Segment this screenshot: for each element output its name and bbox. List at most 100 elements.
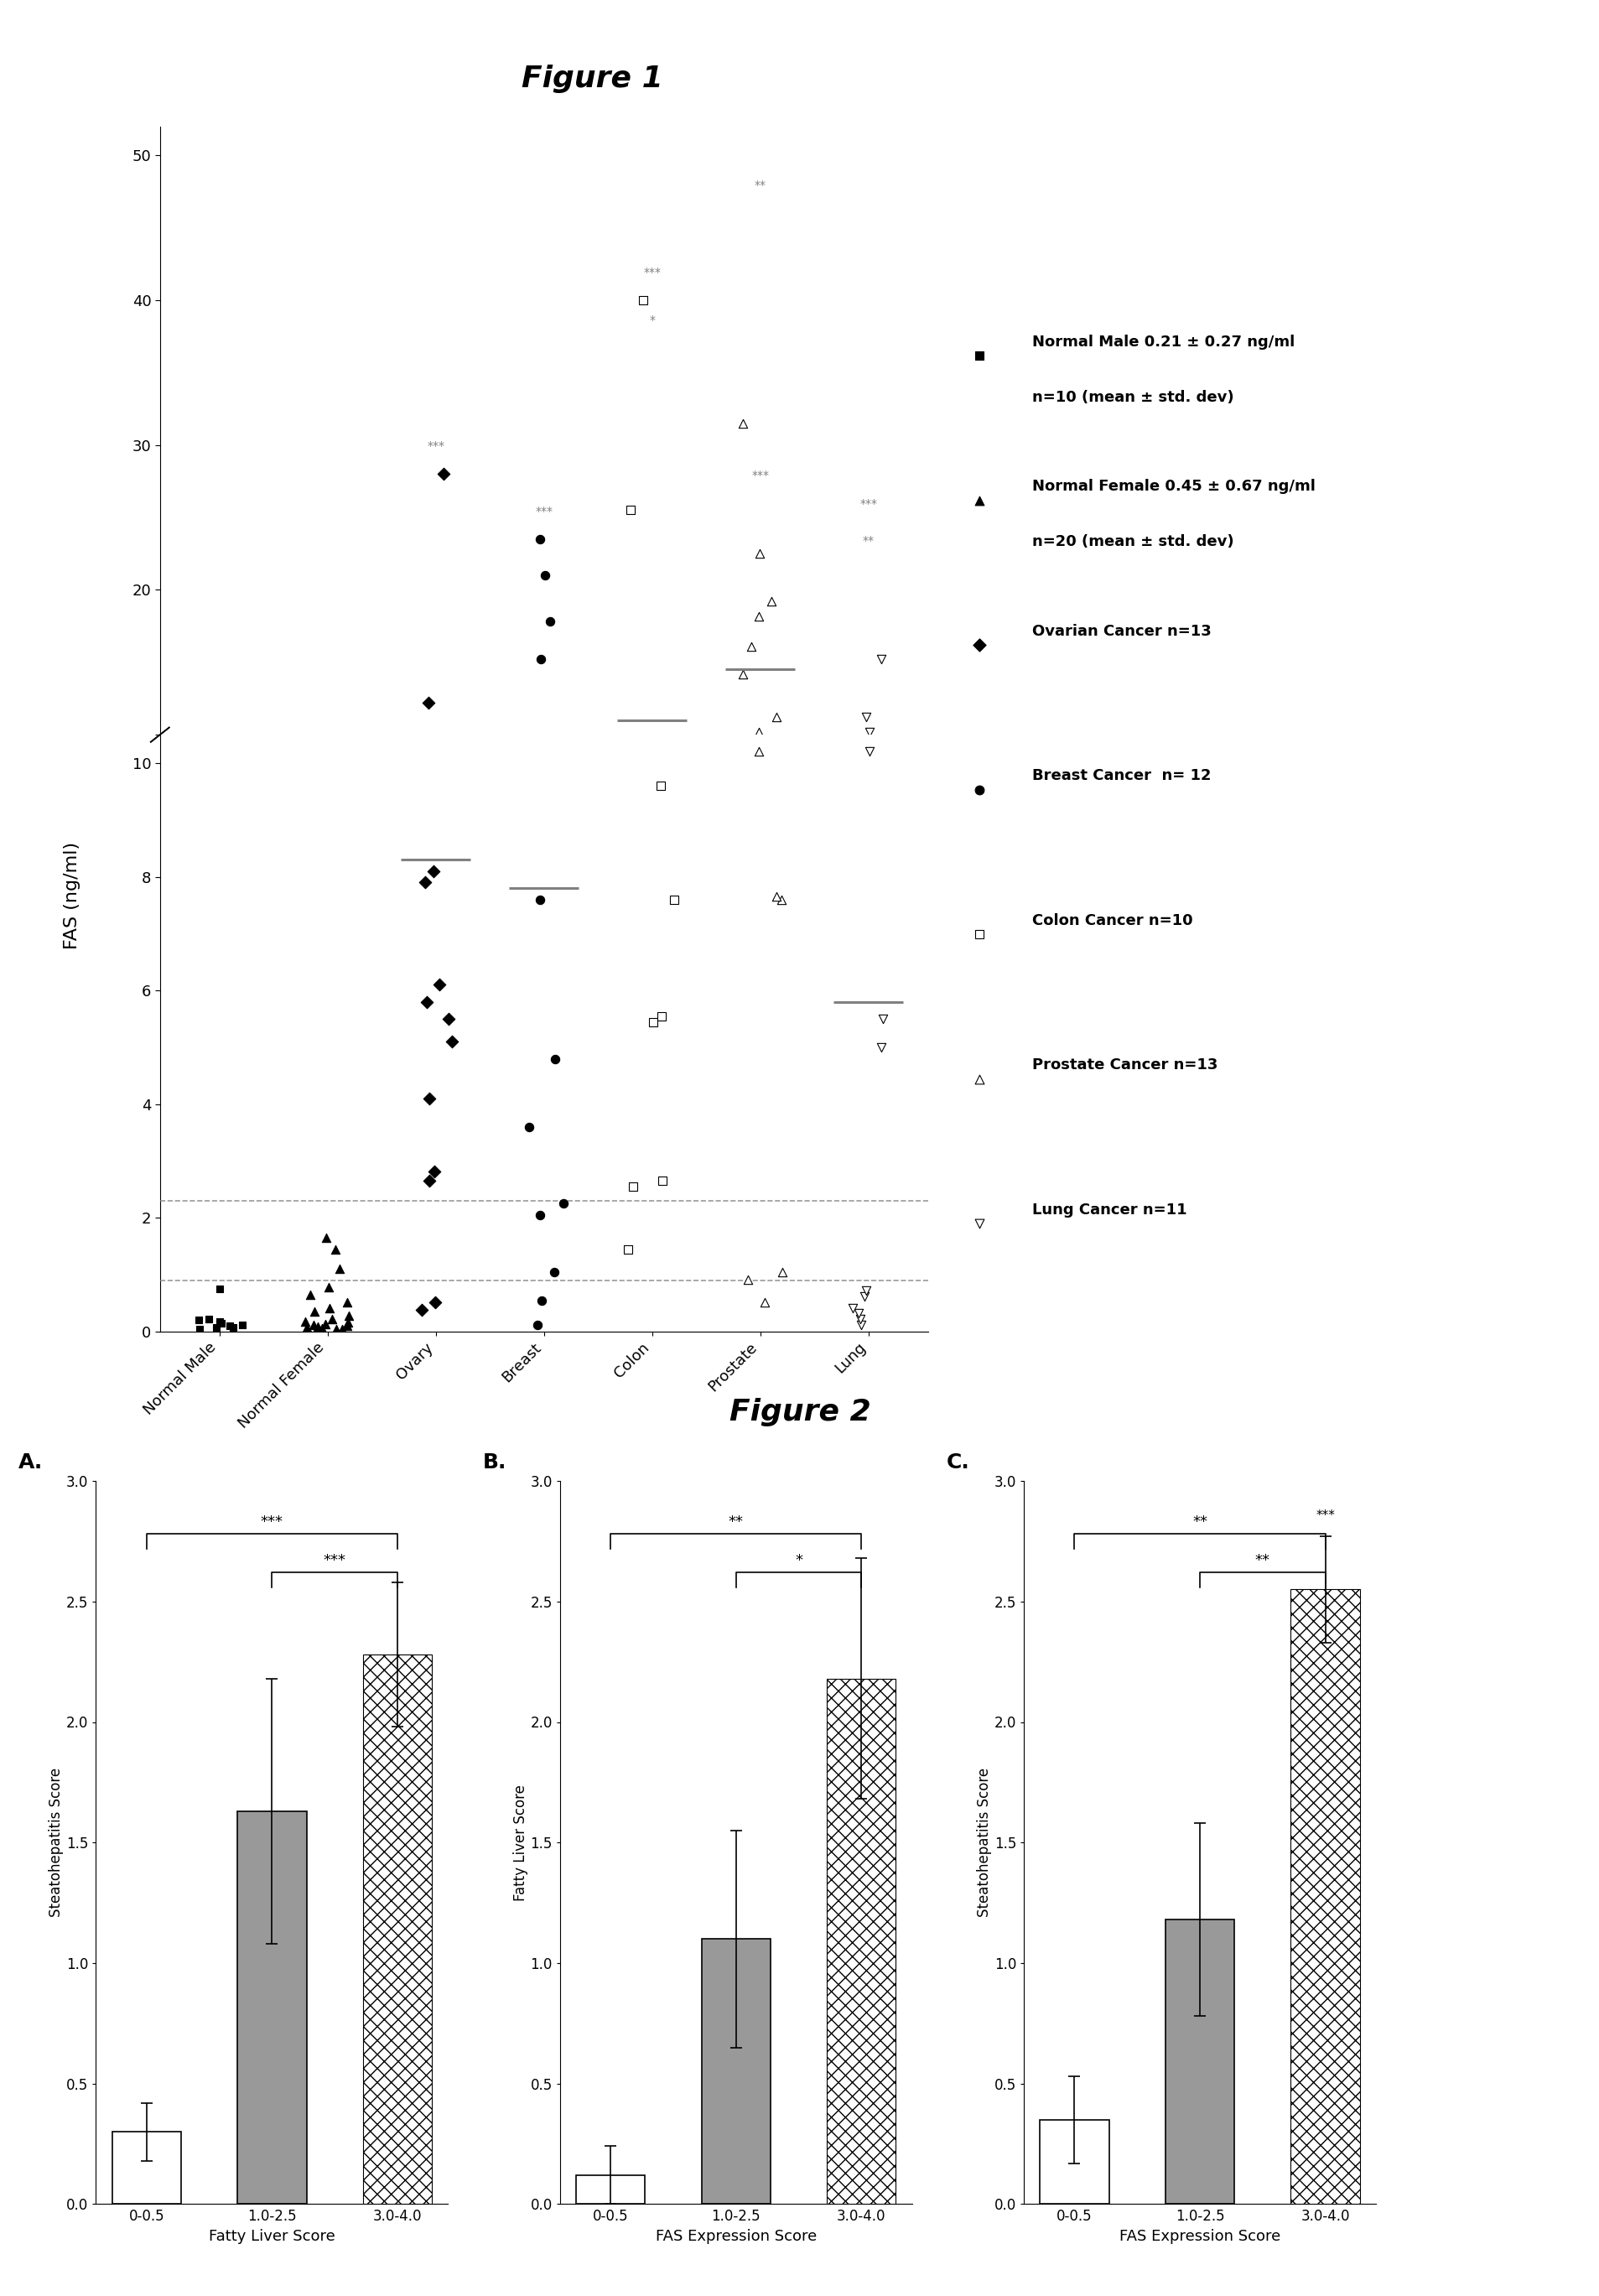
Point bbox=[734, 1261, 760, 1297]
Point bbox=[855, 732, 881, 769]
Point bbox=[297, 1277, 323, 1313]
Point bbox=[532, 558, 558, 595]
Bar bbox=[700, 1938, 771, 2204]
Point bbox=[739, 629, 764, 666]
Point bbox=[416, 684, 441, 721]
Text: Figure 2: Figure 2 bbox=[729, 1398, 870, 1426]
Point bbox=[528, 751, 553, 788]
Point bbox=[763, 677, 788, 714]
Point bbox=[764, 879, 790, 916]
Point bbox=[326, 845, 352, 882]
Point bbox=[323, 861, 349, 898]
Point bbox=[529, 854, 555, 891]
Point bbox=[747, 34, 772, 71]
Point bbox=[619, 1169, 644, 1205]
Point bbox=[854, 698, 879, 735]
Point bbox=[323, 840, 349, 877]
Point bbox=[847, 1302, 873, 1339]
Point bbox=[870, 781, 895, 817]
Point bbox=[966, 1061, 991, 1097]
Point bbox=[414, 983, 440, 1019]
Text: *: * bbox=[649, 315, 654, 326]
Point bbox=[966, 771, 991, 808]
Point bbox=[745, 714, 771, 751]
Point bbox=[868, 450, 894, 487]
Point bbox=[313, 838, 339, 875]
Bar bbox=[827, 1678, 895, 2204]
Point bbox=[317, 854, 342, 891]
Point bbox=[187, 861, 213, 898]
Text: *: * bbox=[795, 1552, 803, 1568]
X-axis label: Fatty Liver Score: Fatty Liver Score bbox=[208, 2229, 336, 2243]
Point bbox=[185, 1302, 211, 1339]
Point bbox=[839, 1290, 865, 1327]
Point bbox=[229, 1306, 254, 1343]
Point bbox=[526, 831, 552, 868]
Point bbox=[550, 1185, 576, 1221]
Point bbox=[336, 1297, 361, 1334]
Point bbox=[323, 1311, 349, 1348]
Bar bbox=[1164, 1919, 1234, 2204]
Point bbox=[660, 751, 686, 788]
Point bbox=[528, 882, 553, 918]
Text: Lung Cancer n=11: Lung Cancer n=11 bbox=[1031, 1203, 1186, 1217]
Point bbox=[421, 744, 446, 781]
Bar bbox=[1290, 1589, 1359, 2204]
Point bbox=[758, 583, 784, 620]
Point bbox=[616, 1231, 641, 1267]
Point bbox=[648, 723, 673, 760]
Point bbox=[524, 859, 550, 895]
Point bbox=[329, 861, 355, 898]
Point bbox=[422, 1283, 448, 1320]
Point bbox=[427, 967, 453, 1003]
Point bbox=[966, 338, 991, 374]
Y-axis label: Fatty Liver Score: Fatty Liver Score bbox=[513, 1784, 528, 1901]
Text: ***: *** bbox=[534, 505, 553, 517]
Point bbox=[528, 450, 553, 487]
Text: Ovarian Cancer n=13: Ovarian Cancer n=13 bbox=[1031, 625, 1210, 638]
Text: **: ** bbox=[1254, 1552, 1270, 1568]
Y-axis label: Steatohepatitis Score: Steatohepatitis Score bbox=[50, 1768, 64, 1917]
Text: Figure 1: Figure 1 bbox=[521, 64, 662, 92]
Point bbox=[852, 1272, 878, 1309]
Text: ***: *** bbox=[1314, 1508, 1334, 1522]
Bar bbox=[1039, 2119, 1108, 2204]
Text: ***: *** bbox=[427, 441, 445, 452]
Point bbox=[422, 820, 448, 856]
Point bbox=[617, 491, 643, 528]
Point bbox=[185, 859, 211, 895]
Text: **: ** bbox=[755, 179, 766, 191]
Point bbox=[851, 1279, 876, 1316]
Point bbox=[616, 840, 641, 877]
Point bbox=[336, 1304, 361, 1341]
Point bbox=[846, 856, 871, 893]
Point bbox=[217, 1309, 243, 1345]
Text: **: ** bbox=[862, 535, 873, 546]
Point bbox=[304, 1309, 329, 1345]
Bar bbox=[363, 1655, 432, 2204]
Point bbox=[537, 301, 563, 338]
Text: n=20 (mean ± std. dev): n=20 (mean ± std. dev) bbox=[1031, 535, 1233, 549]
Point bbox=[195, 1302, 221, 1339]
Point bbox=[187, 1311, 213, 1348]
Point bbox=[438, 1024, 464, 1061]
Text: ***: *** bbox=[261, 1513, 283, 1529]
Point bbox=[745, 278, 771, 315]
Point bbox=[203, 861, 229, 898]
Point bbox=[416, 801, 441, 838]
Point bbox=[847, 1306, 873, 1343]
Text: Colon Cancer n=10: Colon Cancer n=10 bbox=[1031, 914, 1191, 928]
Point bbox=[217, 859, 243, 895]
X-axis label: FAS Expression Score: FAS Expression Score bbox=[1119, 2229, 1279, 2243]
Point bbox=[745, 597, 771, 634]
X-axis label: FAS Expression Score: FAS Expression Score bbox=[656, 2229, 815, 2243]
Point bbox=[752, 854, 777, 891]
Point bbox=[206, 850, 232, 886]
Point bbox=[320, 1302, 345, 1339]
Text: Normal Female 0.45 ± 0.67 ng/ml: Normal Female 0.45 ± 0.67 ng/ml bbox=[1031, 480, 1314, 494]
Text: ***: *** bbox=[859, 498, 876, 510]
Point bbox=[421, 852, 446, 889]
Point bbox=[336, 856, 361, 893]
Text: **: ** bbox=[728, 1513, 744, 1529]
Point bbox=[528, 641, 553, 677]
